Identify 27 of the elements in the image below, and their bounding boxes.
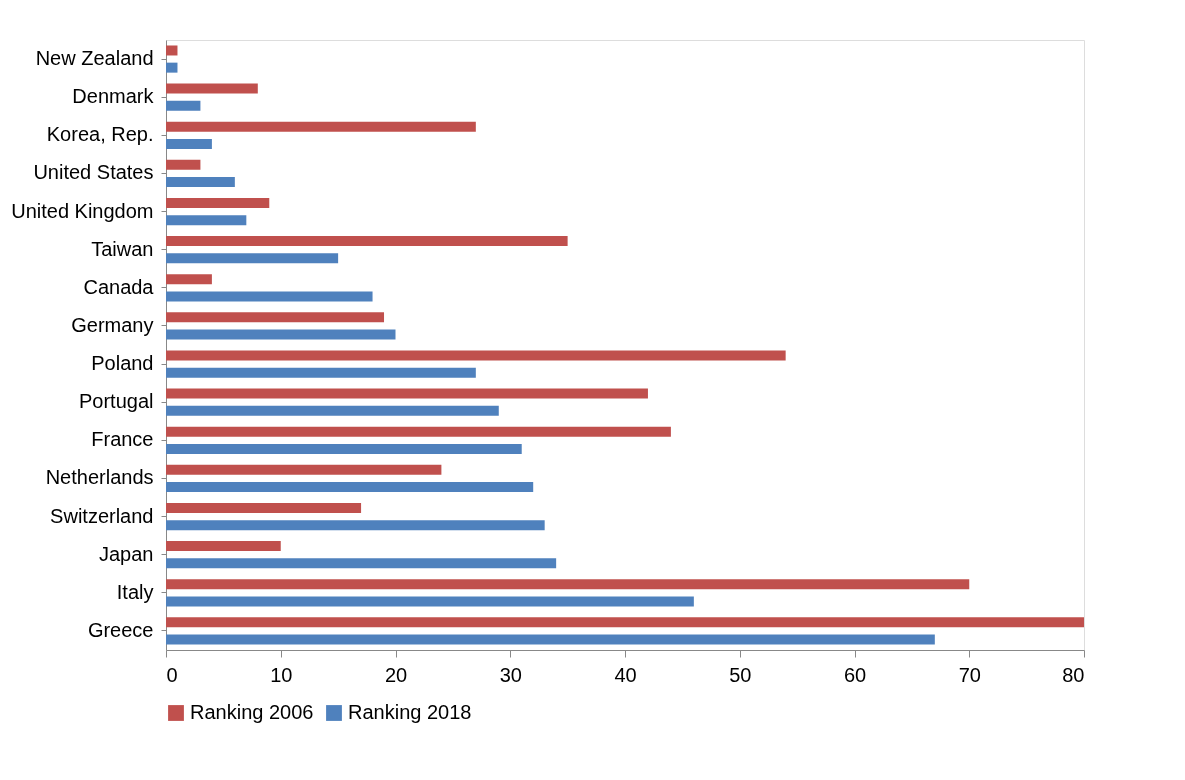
x-tick-label: 20 <box>384 663 408 686</box>
y-tick-label: Netherlands <box>45 466 154 489</box>
y-tick-label: Japan <box>99 542 154 565</box>
x-tick-label: 30 <box>499 663 522 686</box>
x-tick-label: 10 <box>270 663 293 686</box>
y-tick-label: Canada <box>83 275 155 298</box>
legend-label: Ranking 2018 <box>348 701 472 723</box>
x-tick-label: 40 <box>614 663 637 686</box>
y-tick-label: Greece <box>87 618 154 641</box>
y-tick-label: Taiwan <box>91 237 154 260</box>
y-tick-label: France <box>91 428 154 451</box>
x-tick-label: 0 <box>166 663 178 686</box>
y-tick-label: Poland <box>91 352 154 375</box>
x-tick-label: 50 <box>729 663 752 686</box>
x-tick-label: 80 <box>1062 663 1085 686</box>
y-tick-label: Portugal <box>79 390 154 413</box>
y-tick-label: Switzerland <box>50 504 154 527</box>
y-tick-label: Germany <box>71 313 154 336</box>
y-tick-label: New Zealand <box>35 47 154 70</box>
y-tick-label: Italy <box>116 580 154 603</box>
y-tick-label: United Kingdom <box>11 199 154 222</box>
y-tick-label: Korea, Rep. <box>46 123 154 146</box>
x-tick-label: 70 <box>958 663 981 686</box>
x-tick-label: 60 <box>843 663 867 686</box>
y-tick-label: United States <box>33 161 154 184</box>
y-tick-label: Denmark <box>72 85 155 108</box>
legend-label: Ranking 2006 <box>190 701 314 723</box>
